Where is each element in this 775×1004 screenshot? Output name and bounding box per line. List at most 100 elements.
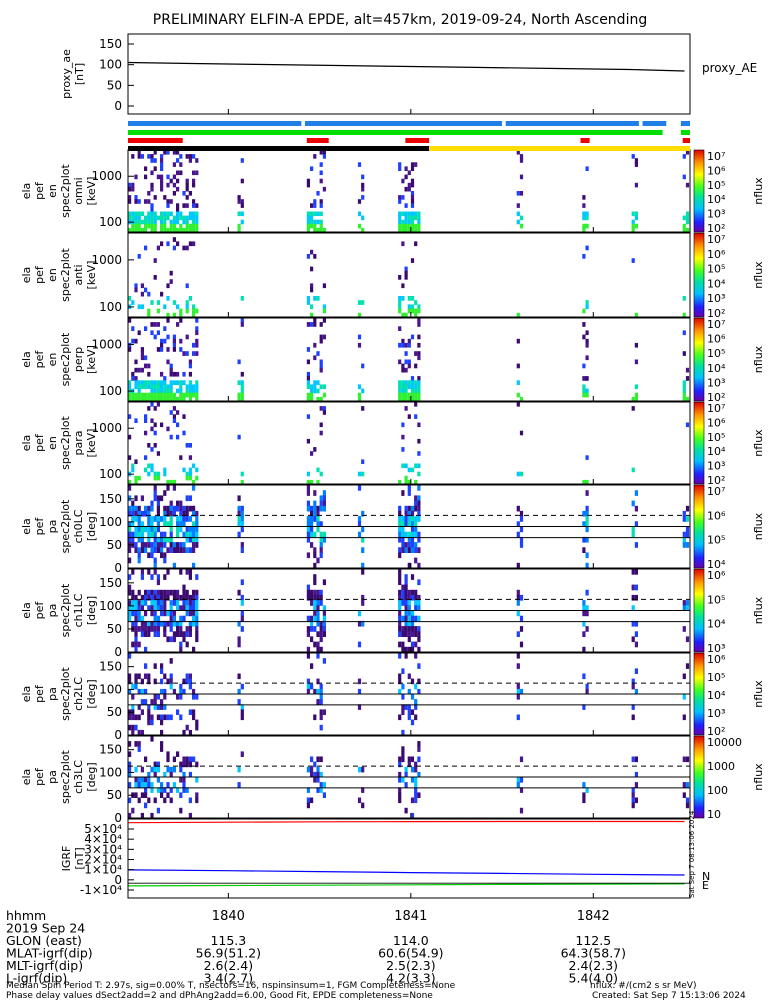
heatmap-cell [144,646,148,653]
heatmap-cell [195,694,199,700]
heatmap-cell [176,396,180,402]
heatmap-cell [169,610,173,617]
heatmap-cell [398,308,402,314]
heatmap-cell [313,600,317,606]
heatmap-cell [322,410,326,415]
heatmap-cell [414,162,418,167]
status-bar-segment [128,146,430,151]
heatmap-cell [140,792,144,798]
heatmap-cell [410,536,415,543]
heatmap-cell [147,569,151,575]
heatmap-cell [156,174,160,180]
heatmap-cell [682,673,686,680]
heatmap-cell [404,579,408,586]
heatmap-cell [153,396,157,402]
heatmap-cell [134,641,138,648]
heatmap-cell [128,347,132,352]
heatmap-cell [131,589,135,596]
colorbar-tick-label: 10⁷ [707,150,725,163]
heatmap-cell [306,396,310,402]
heatmap-cell [150,594,154,601]
heatmap-cell [631,620,635,627]
heatmap-cell [319,211,323,217]
heatmap-cell [150,542,154,548]
heatmap-cell [319,594,323,601]
heatmap-cell [306,678,310,685]
heatmap-cell [160,219,164,225]
heatmap-cell [172,636,176,643]
heatmap-cell [306,521,310,527]
heatmap-cell [182,615,186,622]
colorbar-tick-label: 10⁵ [707,347,725,360]
heatmap-cell [401,342,405,348]
heatmap-cell [414,653,418,659]
heatmap-cell [140,594,144,601]
xaxis-row-value: 60.6(54.9) [378,946,443,961]
heatmap-cell [156,620,160,627]
heatmap-cell [131,223,135,229]
heatmap-cell [188,505,192,512]
heatmap-cell [310,312,314,318]
heatmap-cell [404,610,408,617]
heatmap-cell [582,363,586,369]
heatmap-cell [144,594,148,601]
heatmap-cell [169,636,173,643]
heatmap-cell [417,304,421,310]
heatmap-cell [137,396,141,402]
heatmap-cell [410,203,415,208]
xaxis-row-value: 2.4(2.3) [569,958,619,973]
heatmap-cell [156,500,160,507]
heatmap-cell [169,388,173,394]
heatmap-cell [319,631,323,637]
ytick-label: 150 [99,492,122,506]
heatmap-cell [316,605,320,611]
heatmap-cell [310,589,314,596]
heatmap-cell [306,653,310,659]
heatmap-cell [306,500,310,507]
heatmap-cell [163,471,167,477]
heatmap-cell [134,392,138,398]
heatmap-cell [310,615,314,622]
heatmap-cell [128,384,132,390]
heatmap-cell [150,766,154,773]
heatmap-cell [407,363,411,369]
heatmap-cell [237,620,241,627]
heatmap-cell [128,688,132,695]
heatmap-cell [134,195,138,200]
heatmap-cell [398,342,402,348]
ytick-label: 0 [114,99,122,113]
heatmap-cell [410,777,415,783]
heatmap-cell [179,594,183,601]
heatmap-cell [156,714,160,721]
heatmap-cell [319,363,323,369]
heatmap-cell [160,227,164,233]
heatmap-cell [153,334,157,340]
heatmap-cell [160,719,164,726]
heatmap-cell [128,547,132,553]
heatmap-cell [156,330,160,336]
heatmap-cell [685,797,690,804]
heatmap-cell [516,562,520,569]
colorbar-tick-label: 10⁶ [707,509,726,522]
heatmap-cell [147,371,151,377]
heatmap-cell [410,521,415,527]
heatmap-cell [319,162,323,167]
heatmap-cell [634,756,638,763]
status-bars [128,121,690,151]
heatmap-cell [361,594,365,601]
heatmap-cell [172,414,176,419]
heatmap-cell [313,547,317,553]
heatmap-cell [137,600,141,606]
heatmap-cell [179,792,183,798]
heatmap-cell [361,562,365,569]
heatmap-cell [404,406,408,411]
heatmap-cell [185,308,189,314]
heatmap-cell [188,380,192,385]
heatmap-cell [147,521,151,527]
ylabel-line: [nT] [73,847,86,869]
heatmap-cell [134,505,138,512]
heatmap-cell [306,526,310,533]
heatmap-cell [398,589,402,596]
heatmap-cell [172,510,176,517]
